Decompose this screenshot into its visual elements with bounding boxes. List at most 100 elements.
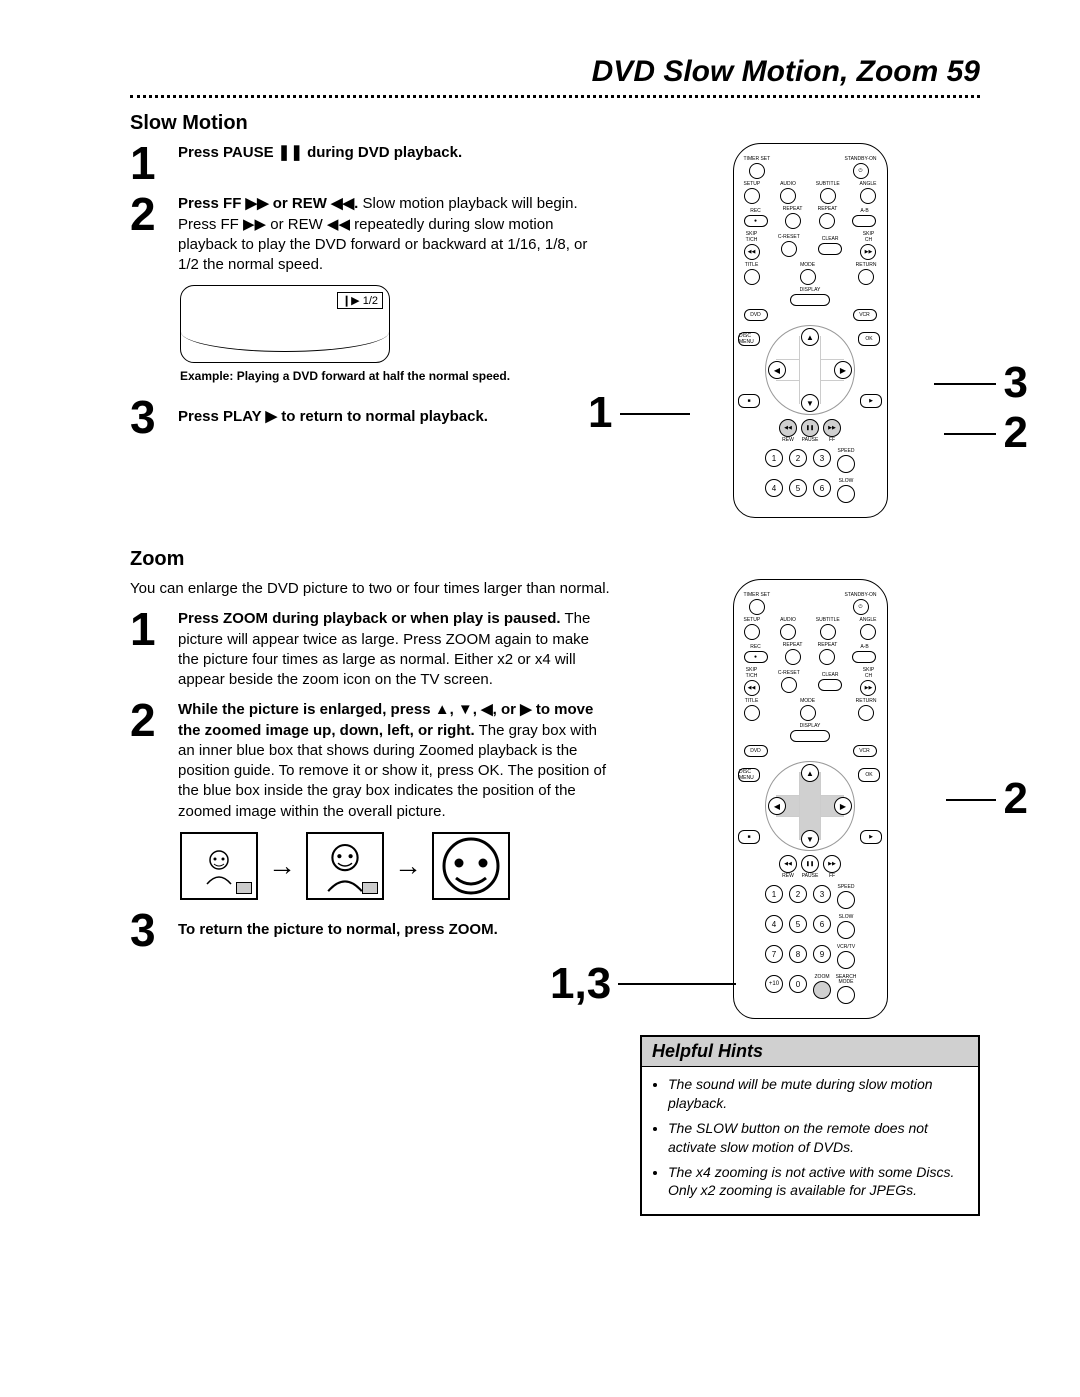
dpad-left[interactable]: ◀: [768, 361, 786, 379]
slow-button[interactable]: [837, 485, 855, 503]
mode-button[interactable]: [800, 705, 816, 721]
vcr-button[interactable]: VCR: [853, 745, 877, 757]
remote-label: T/CH: [746, 238, 758, 243]
num-1[interactable]: 1: [765, 449, 783, 467]
speed-button[interactable]: [837, 891, 855, 909]
remote-wrap-1: TIMER SET STANDBY-ON⏻ SETUP AUDIO SUBTIT…: [640, 143, 980, 518]
slow-button[interactable]: [837, 921, 855, 939]
step-body: While the picture is enlarged, press ▲, …: [178, 700, 610, 822]
remote-label: DISPLAY: [800, 288, 821, 293]
osd-example-box: ❙▶ 1/2: [180, 285, 390, 363]
dpad-left[interactable]: ◀: [768, 797, 786, 815]
standby-button[interactable]: ⏻: [853, 163, 869, 179]
stop-button[interactable]: ■: [738, 394, 760, 408]
dpad-right[interactable]: ▶: [834, 797, 852, 815]
title-button[interactable]: [744, 269, 760, 285]
ff-button[interactable]: ▶▶: [823, 419, 841, 437]
skip-fwd-button[interactable]: ▶▶: [860, 244, 876, 260]
clear-button[interactable]: [818, 243, 842, 255]
stop-button[interactable]: ■: [738, 830, 760, 844]
menu-button[interactable]: DISC MENU: [738, 768, 760, 782]
dvd-button[interactable]: DVD: [744, 309, 768, 321]
standby-button[interactable]: ⏻: [853, 599, 869, 615]
ok-button[interactable]: OK: [858, 332, 880, 346]
ab-button[interactable]: [852, 651, 876, 663]
clear-button[interactable]: [818, 679, 842, 691]
num-4[interactable]: 4: [765, 915, 783, 933]
num-6[interactable]: 6: [813, 479, 831, 497]
skip-rev-button[interactable]: ◀◀: [744, 244, 760, 260]
dpad-down[interactable]: ▼: [801, 394, 819, 412]
ok-button[interactable]: OK: [858, 768, 880, 782]
vcr-button[interactable]: VCR: [853, 309, 877, 321]
dpad-down[interactable]: ▼: [801, 830, 819, 848]
rew-button[interactable]: ◀◀: [779, 855, 797, 873]
display-button[interactable]: [790, 730, 830, 742]
skip-rev-button[interactable]: ◀◀: [744, 680, 760, 696]
num-8[interactable]: 8: [789, 945, 807, 963]
creset-button[interactable]: [781, 241, 797, 257]
transport-row: ◀◀REW ❚❚PAUSE ▶▶FF: [744, 419, 877, 443]
num-3[interactable]: 3: [813, 449, 831, 467]
zoom-button[interactable]: [813, 981, 831, 999]
menu-button[interactable]: DISC MENU: [738, 332, 760, 346]
dpad-up[interactable]: ▲: [801, 764, 819, 782]
pause-button[interactable]: ❚❚: [801, 419, 819, 437]
play-button[interactable]: ▶: [860, 394, 882, 408]
repeat-button-2[interactable]: [819, 213, 835, 229]
creset-button[interactable]: [781, 677, 797, 693]
ff-button[interactable]: ▶▶: [823, 855, 841, 873]
num-6[interactable]: 6: [813, 915, 831, 933]
rec-button[interactable]: ●: [744, 215, 768, 227]
search-button[interactable]: [837, 986, 855, 1004]
angle-button[interactable]: [860, 188, 876, 204]
num-2[interactable]: 2: [789, 449, 807, 467]
dvd-button[interactable]: DVD: [744, 745, 768, 757]
audio-button[interactable]: [780, 188, 796, 204]
mode-button[interactable]: [800, 269, 816, 285]
num-1[interactable]: 1: [765, 885, 783, 903]
play-button[interactable]: ▶: [860, 830, 882, 844]
subtitle-button[interactable]: [820, 624, 836, 640]
remote-label: RETURN: [856, 699, 877, 704]
repeat-button[interactable]: [785, 213, 801, 229]
num-2[interactable]: 2: [789, 885, 807, 903]
num-3[interactable]: 3: [813, 885, 831, 903]
speed-button[interactable]: [837, 455, 855, 473]
title-button[interactable]: [744, 705, 760, 721]
return-button[interactable]: [858, 269, 874, 285]
remote-label: TIMER SET: [744, 157, 771, 162]
num-0[interactable]: 0: [789, 975, 807, 993]
subtitle-button[interactable]: [820, 188, 836, 204]
ab-button[interactable]: [852, 215, 876, 227]
num-7[interactable]: 7: [765, 945, 783, 963]
remote-label: REPEAT: [818, 207, 838, 212]
example-caption: Example: Playing a DVD forward at half t…: [180, 369, 610, 385]
skip-fwd-button[interactable]: ▶▶: [860, 680, 876, 696]
timer-set-button[interactable]: [749, 599, 765, 615]
pause-button[interactable]: ❚❚: [801, 855, 819, 873]
num-4[interactable]: 4: [765, 479, 783, 497]
setup-button[interactable]: [744, 624, 760, 640]
dpad-up[interactable]: ▲: [801, 328, 819, 346]
rec-button[interactable]: ●: [744, 651, 768, 663]
remote-label: CLEAR: [822, 673, 839, 678]
vcrtv-button[interactable]: [837, 951, 855, 969]
step-bold: Press ZOOM during playback or when play …: [178, 610, 561, 627]
repeat-button[interactable]: [785, 649, 801, 665]
setup-button[interactable]: [744, 188, 760, 204]
remote-label: TITLE: [745, 263, 759, 268]
num-5[interactable]: 5: [789, 915, 807, 933]
display-button[interactable]: [790, 294, 830, 306]
repeat-button-2[interactable]: [819, 649, 835, 665]
num-plus10[interactable]: +10: [765, 975, 783, 993]
timer-set-button[interactable]: [749, 163, 765, 179]
rew-button[interactable]: ◀◀: [779, 419, 797, 437]
audio-button[interactable]: [780, 624, 796, 640]
num-9[interactable]: 9: [813, 945, 831, 963]
return-button[interactable]: [858, 705, 874, 721]
num-5[interactable]: 5: [789, 479, 807, 497]
dpad-right[interactable]: ▶: [834, 361, 852, 379]
slow-motion-heading: Slow Motion: [130, 112, 980, 135]
angle-button[interactable]: [860, 624, 876, 640]
